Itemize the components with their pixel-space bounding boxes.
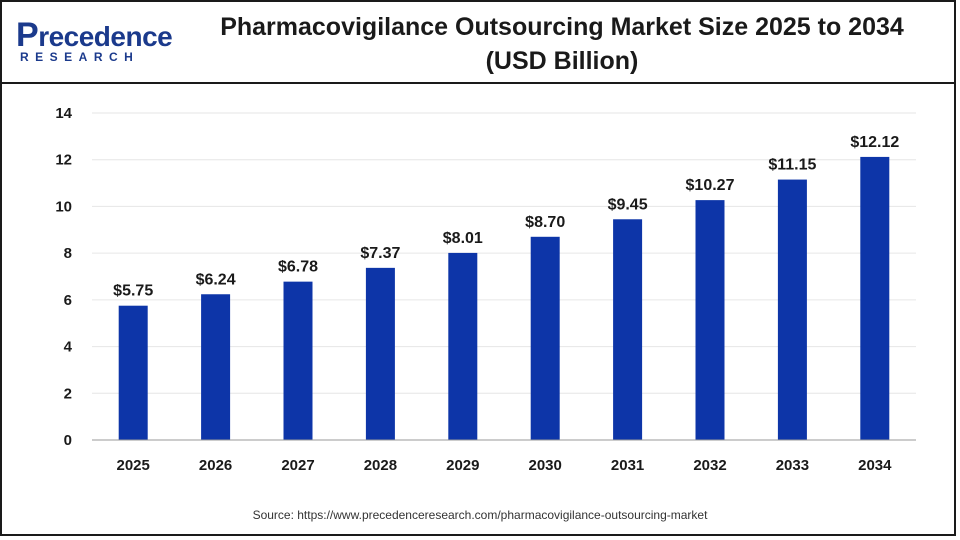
bar [201,294,231,440]
bar-chart: 0 2 4 6 8 10 12 14 $5.75 $6.24 $6.78 $7.37 $8.01 $8.… [55,105,916,474]
x-tick-label: 2032 [693,457,726,474]
logo-brand: Precedence [16,16,173,54]
bar [695,200,725,440]
bar [613,219,643,440]
x-tick-label: 2026 [199,457,232,474]
y-tick-label: 10 [55,198,72,215]
y-tick-label: 0 [64,432,72,449]
data-label: $6.78 [278,259,318,276]
x-tick-label: 2025 [117,457,150,474]
data-label: $5.75 [113,283,153,300]
bar [365,267,395,440]
chart-title: Pharmacovigilance Outsourcing Market Siz… [182,10,942,78]
y-tick-label: 14 [55,105,72,122]
bar [283,281,313,440]
x-tick-label: 2033 [776,457,809,474]
x-axis-ticks: 2025 2026 2027 2028 2029 2030 2031 2032 2033 2034 [117,457,893,474]
source-note: Source: https://www.precedenceresearch.c… [252,508,708,522]
y-tick-label: 12 [55,152,72,169]
y-tick-label: 6 [64,292,72,309]
data-label: $8.70 [525,214,565,231]
y-tick-label: 8 [64,245,72,262]
y-axis-ticks: 0 2 4 6 8 10 12 14 [55,105,72,449]
x-tick-label: 2031 [611,457,644,474]
data-label: $7.37 [360,245,400,262]
data-label: $8.01 [443,230,483,247]
logo-subtext: RESEARCH [20,50,140,64]
y-tick-label: 4 [64,339,73,356]
data-label: $11.15 [768,157,816,174]
y-tick-label: 2 [64,385,72,402]
chart-title-main: Pharmacovigilance Outsourcing Market Siz… [220,13,904,41]
bars [118,156,890,440]
header: Precedence RESEARCH Pharmacovigilance Ou… [2,2,954,84]
data-label: $9.45 [608,196,648,213]
x-tick-label: 2030 [529,457,562,474]
bar [530,236,560,440]
data-label: $6.24 [196,271,236,288]
x-tick-label: 2029 [446,457,479,474]
x-tick-label: 2028 [364,457,397,474]
chart-title-unit: (USD Billion) [485,47,639,75]
data-labels: $5.75 $6.24 $6.78 $7.37 $8.01 $8.70 $9.45 $10.2… [113,134,899,300]
bar [118,305,148,440]
data-label: $10.27 [686,177,735,194]
bar [777,179,807,440]
x-tick-label: 2034 [858,457,892,474]
bar [448,252,478,440]
x-tick-label: 2027 [281,457,314,474]
data-label: $12.12 [850,134,899,151]
precedence-research-logo: Precedence RESEARCH [16,16,173,68]
bar [860,156,890,440]
